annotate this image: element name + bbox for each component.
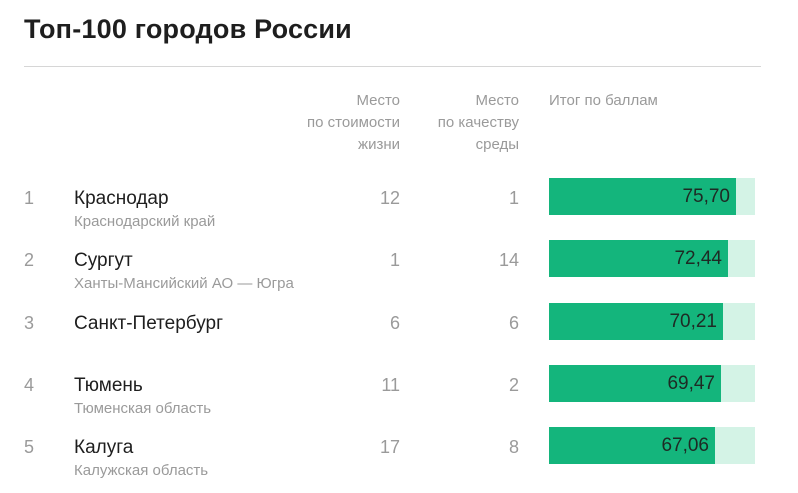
table-row: 4 Тюмень Тюменская область 11 2 69,47 [0,365,798,431]
page-title: Топ-100 городов России [24,14,352,44]
score-value-label: 69,47 [667,373,715,394]
score-bar-track: 67,06 [549,427,755,464]
header-cost-of-living: Место по стоимости жизни [260,90,400,156]
score-bar-fill [549,427,715,464]
rank-number: 3 [24,313,35,333]
table-row: 5 Калуга Калужская область 17 8 67,06 [0,427,798,493]
cost-of-living-place: 11 [381,375,400,395]
environment-quality-place: 2 [508,375,519,395]
score-value-label: 67,06 [661,435,709,456]
header-total-label: Итог по баллам [549,92,658,109]
city-name: Краснодар [74,188,169,209]
rank-number: 1 [24,188,35,208]
city-name: Калуга [74,437,134,458]
table-row: 1 Краснодар Краснодарский край 12 1 75,70 [0,178,798,244]
cost-of-living-place: 12 [379,188,400,208]
region-name: Калужская область [74,462,209,479]
score-value-label: 72,44 [674,248,722,269]
region-name: Ханты-Мансийский АО — Югра [74,275,294,292]
title-divider [24,66,761,67]
header-environment-quality: Место по качеству среды [399,90,519,156]
score-bar-fill [549,365,721,402]
cost-of-living-place: 17 [379,437,400,457]
header-quality-line-1: Место [475,92,519,109]
score-bar-track: 72,44 [549,240,755,277]
cost-of-living-place: 6 [389,313,400,333]
region-name: Тюменская область [74,400,212,417]
score-bar-track: 69,47 [549,365,755,402]
rank-number: 5 [24,437,35,457]
environment-quality-place: 14 [498,250,519,270]
environment-quality-place: 6 [508,313,519,333]
environment-quality-place: 1 [508,188,519,208]
city-name: Сургут [74,250,133,271]
score-bar-fill [549,303,723,340]
region-name: Краснодарский край [74,213,216,230]
header-total-score: Итог по баллам [549,90,769,112]
header-quality-line-2: по качеству [437,114,519,131]
score-value-label: 75,70 [682,186,730,207]
score-bar-track: 70,21 [549,303,755,340]
score-bar-fill [549,178,736,215]
header-cost-line-1: Место [356,92,400,109]
cost-of-living-place: 1 [389,250,400,270]
table-row: 3 Санкт-Петербург 6 6 70,21 [0,303,798,369]
environment-quality-place: 8 [508,437,519,457]
header-quality-line-3: среды [475,136,519,153]
score-bar-fill [549,240,728,277]
city-name: Тюмень [74,375,143,396]
table-row: 2 Сургут Ханты-Мансийский АО — Югра 1 14 72,4… [0,240,798,306]
score-value-label: 70,21 [669,311,717,332]
city-name: Санкт-Петербург [74,313,224,334]
score-bar-track: 75,70 [549,178,755,215]
rank-number: 4 [24,375,35,395]
header-cost-line-2: по стоимости [307,114,400,131]
rank-number: 2 [24,250,35,270]
header-cost-line-3: жизни [358,136,400,153]
